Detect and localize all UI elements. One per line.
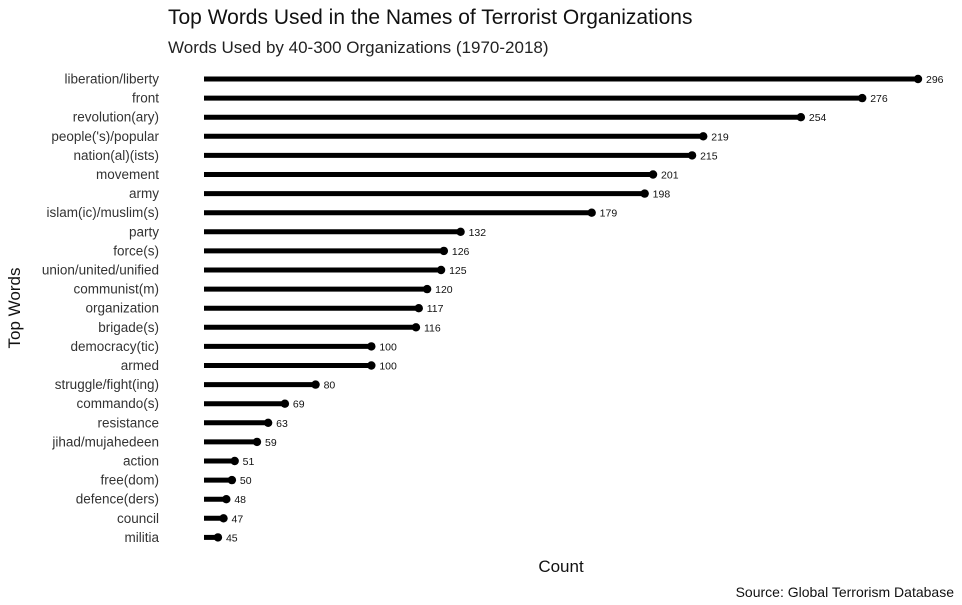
category-label: revolution(ary)	[73, 110, 159, 125]
source-caption: Source: Global Terrorism Database	[735, 584, 954, 600]
lollipop-point	[699, 132, 708, 141]
category-label: organization	[85, 301, 159, 316]
category-label: council	[117, 511, 159, 526]
category-label: front	[132, 91, 159, 106]
category-label: people('s)/popular	[51, 129, 159, 144]
category-label: resistance	[97, 415, 159, 430]
chart-title: Top Words Used in the Names of Terrorist…	[168, 6, 693, 29]
category-label: nation(al)(ists)	[73, 148, 159, 163]
lollipop-point	[858, 93, 867, 103]
value-label: 198	[653, 189, 671, 201]
category-label: party	[129, 224, 159, 239]
value-label: 48	[234, 494, 246, 506]
lollipop-point	[263, 418, 273, 427]
lollipop-point	[222, 495, 231, 504]
value-label: 50	[240, 475, 252, 487]
category-label: defence(ders)	[76, 492, 159, 507]
category-label: armed	[121, 358, 159, 373]
lollipop-point	[367, 342, 376, 351]
value-label: 254	[809, 112, 827, 124]
value-label: 80	[324, 380, 336, 392]
value-label: 69	[293, 399, 305, 411]
value-label: 215	[700, 150, 718, 162]
value-label: 125	[449, 265, 467, 277]
value-label: 47	[232, 513, 244, 525]
lollipop-point	[687, 151, 697, 160]
value-label: 117	[427, 303, 444, 315]
lollipop-point	[648, 170, 658, 179]
lollipop-point	[422, 284, 432, 294]
category-label: liberation/liberty	[64, 72, 159, 87]
value-label: 179	[600, 208, 618, 220]
value-label: 201	[661, 170, 679, 182]
category-label: jihad/mujahedeen	[51, 434, 159, 449]
lollipop-point	[913, 74, 923, 84]
category-label: commando(s)	[76, 396, 159, 411]
value-label: 276	[870, 93, 888, 105]
category-label: free(dom)	[100, 473, 159, 488]
value-label: 132	[469, 227, 487, 239]
lollipop-point	[436, 265, 446, 275]
value-label: 51	[243, 456, 255, 468]
lollipop-point	[227, 475, 237, 485]
value-label: 63	[276, 418, 288, 430]
category-label: force(s)	[113, 243, 159, 258]
lollipop-point	[311, 380, 320, 389]
lollipop-point	[411, 323, 421, 332]
category-label: democracy(tic)	[70, 339, 159, 354]
lollipop-point	[219, 514, 228, 523]
value-label: 100	[379, 361, 397, 373]
chart-subtitle: Words Used by 40-300 Organizations (1970…	[168, 38, 549, 57]
category-label: army	[129, 186, 159, 201]
lollipop-point	[414, 304, 423, 313]
lollipop-point	[367, 361, 376, 370]
value-label: 45	[226, 532, 238, 544]
category-label: communist(m)	[73, 282, 159, 297]
lollipop-point	[213, 533, 223, 542]
lollipop-point	[439, 246, 449, 256]
value-label: 120	[435, 284, 453, 296]
category-label: islam(ic)/muslim(s)	[47, 205, 159, 220]
value-label: 116	[424, 322, 441, 334]
lollipop-point	[587, 208, 596, 217]
category-label: brigade(s)	[98, 320, 159, 335]
lollipop-point	[252, 437, 262, 447]
lollipop-point	[230, 456, 239, 466]
lollipop-point	[640, 189, 649, 198]
value-label: 100	[379, 341, 397, 353]
value-label: 219	[711, 131, 729, 143]
category-label: militia	[124, 530, 159, 545]
category-label: movement	[96, 167, 159, 182]
x-axis-label: Count	[538, 557, 584, 576]
lollipop-point	[456, 227, 465, 236]
value-label: 296	[926, 74, 944, 86]
category-label: struggle/fight(ing)	[55, 377, 159, 392]
lollipop-point	[280, 399, 290, 408]
lollipop-point	[796, 113, 806, 122]
category-label: action	[123, 454, 159, 469]
category-label: union/united/unified	[42, 263, 159, 278]
value-label: 126	[452, 246, 470, 258]
value-label: 59	[265, 437, 277, 449]
